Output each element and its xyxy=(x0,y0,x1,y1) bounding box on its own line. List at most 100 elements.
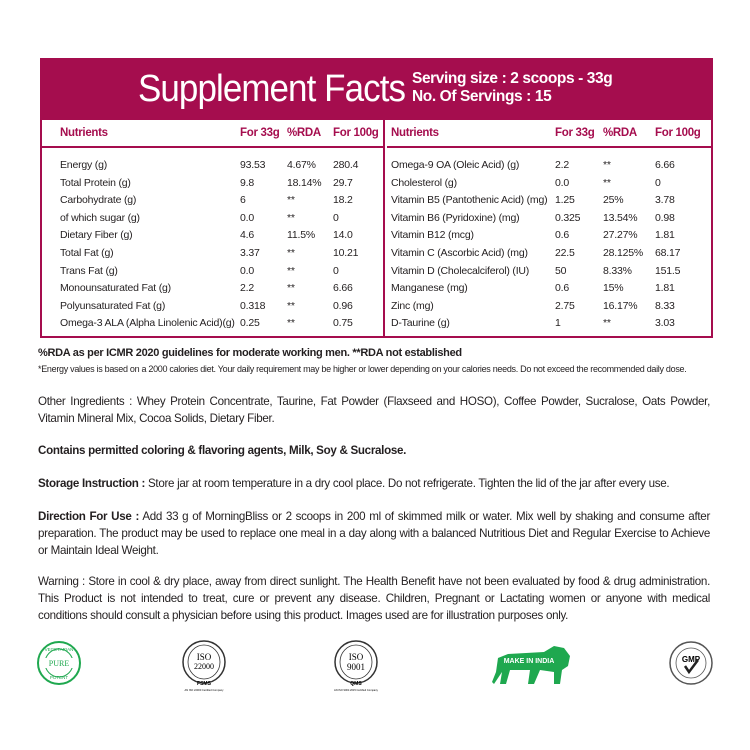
pure-vegetarian-logo: VEGETARIAN PURE POTENT xyxy=(37,641,81,685)
amount-100g: 0.96 xyxy=(333,299,353,312)
svg-text:PURE: PURE xyxy=(49,659,70,668)
facts-title: Supplement Facts xyxy=(138,68,406,110)
nutrient-name: Zinc (mg) xyxy=(391,299,434,312)
amount-100g: 0.98 xyxy=(655,211,675,224)
table-body: Omega-9 OA (Oleic Acid) (g) 2.2 ** 6.66 Chol… xyxy=(387,148,711,332)
column-header: %RDA xyxy=(287,127,321,139)
table-row: Energy (g) 93.53 4.67% 280.4 xyxy=(42,156,383,174)
amount-33g: 3.37 xyxy=(240,246,260,259)
rda-percent: 27.27% xyxy=(603,229,638,242)
table-row: Vitamin B5 (Pantothenic Acid) (mg) 1.25 25… xyxy=(387,191,711,209)
amount-33g: 0.0 xyxy=(555,176,569,189)
nutrient-name: Vitamin C (Ascorbic Acid) (mg) xyxy=(391,246,528,259)
rda-note: %RDA as per ICMR 2020 guidelines for mod… xyxy=(38,347,462,359)
table-row: D-Taurine (g) 1 ** 3.03 xyxy=(387,314,711,332)
serving-info: Serving size : 2 scoops - 33g No. Of Ser… xyxy=(412,70,613,106)
rda-percent: ** xyxy=(287,264,295,277)
table-row: Monounsaturated Fat (g) 2.2 ** 6.66 xyxy=(42,279,383,297)
amount-100g: 29.7 xyxy=(333,176,353,189)
table-row: Manganese (mg) 0.6 15% 1.81 xyxy=(387,279,711,297)
amount-33g: 0.6 xyxy=(555,229,569,242)
amount-33g: 2.2 xyxy=(555,159,569,171)
svg-text:ISO: ISO xyxy=(349,652,364,662)
storage-text: Store jar at room temperature in a dry c… xyxy=(145,477,670,490)
table-body: Energy (g) 93.53 4.67% 280.4 Total Protein (… xyxy=(42,148,383,332)
amount-33g: 0.6 xyxy=(555,282,569,295)
nutrient-name: Omega-9 OA (Oleic Acid) (g) xyxy=(391,159,520,171)
amount-100g: 0 xyxy=(655,176,661,189)
rda-percent: ** xyxy=(287,317,295,330)
amount-33g: 1.25 xyxy=(555,194,575,207)
svg-text:FSMS: FSMS xyxy=(197,681,212,687)
table-header: Nutrients For 33g %RDA For 100g xyxy=(42,120,383,148)
table-row: Polyunsaturated Fat (g) 0.318 ** 0.96 xyxy=(42,297,383,315)
column-header: For 100g xyxy=(655,127,701,139)
amount-100g: 1.81 xyxy=(655,229,675,242)
make-in-india-lion-logo: MAKE IN INDIA xyxy=(492,646,570,684)
nutrient-name: Carbohydrate (g) xyxy=(60,194,137,207)
svg-text:QMS: QMS xyxy=(350,681,362,687)
table-row: Omega-3 ALA (Alpha Linolenic Acid)(g) 0.2… xyxy=(42,314,383,332)
rda-percent: ** xyxy=(287,211,295,224)
table-row: Total Protein (g) 9.8 18.14% 29.7 xyxy=(42,174,383,192)
gmp-logo: GMP xyxy=(669,641,713,685)
rda-percent: ** xyxy=(603,159,611,171)
svg-text:AN ISO 22000 Certified Company: AN ISO 22000 Certified Company xyxy=(185,688,225,692)
rda-percent: ** xyxy=(287,299,295,312)
direction-label: Direction For Use : xyxy=(38,510,140,523)
rda-percent: 16.17% xyxy=(603,299,638,312)
svg-text:ISO: ISO xyxy=(197,652,212,662)
rda-percent: 15% xyxy=(603,282,624,295)
amount-33g: 0.0 xyxy=(240,211,254,224)
nutrient-name: D-Taurine (g) xyxy=(391,317,450,330)
servings-count: No. Of Servings : 15 xyxy=(412,88,552,105)
column-header: For 33g xyxy=(555,127,595,139)
amount-33g: 50 xyxy=(555,264,567,277)
supplement-facts-table: Supplement Facts Serving size : 2 scoops… xyxy=(40,58,713,338)
nutrient-name: Trans Fat (g) xyxy=(60,264,118,277)
table-row: Vitamin C (Ascorbic Acid) (mg) 22.5 28.125… xyxy=(387,244,711,262)
amount-33g: 9.8 xyxy=(240,176,254,189)
amount-100g: 0.75 xyxy=(333,317,353,330)
rda-percent: ** xyxy=(603,176,611,189)
rda-percent: ** xyxy=(287,194,295,207)
nutrient-name: Vitamin B5 (Pantothenic Acid) (mg) xyxy=(391,194,548,207)
svg-text:AN ISO 9001:2015 Certified Com: AN ISO 9001:2015 Certified Company xyxy=(334,688,379,692)
energy-note: *Energy values is based on a 2000 calori… xyxy=(38,364,687,374)
serving-size: Serving size : 2 scoops - 33g xyxy=(412,70,613,87)
rda-percent: 4.67% xyxy=(287,159,316,171)
amount-33g: 0.25 xyxy=(240,317,260,330)
table-row: Cholesterol (g) 0.0 ** 0 xyxy=(387,174,711,192)
amount-100g: 6.66 xyxy=(655,159,675,171)
nutrient-name: Monounsaturated Fat (g) xyxy=(60,282,171,295)
facts-header: Supplement Facts Serving size : 2 scoops… xyxy=(42,60,711,120)
svg-text:22000: 22000 xyxy=(194,662,214,671)
svg-text:VEGETARIAN: VEGETARIAN xyxy=(45,647,74,652)
amount-33g: 6 xyxy=(240,194,246,207)
amount-100g: 1.81 xyxy=(655,282,675,295)
amount-33g: 2.75 xyxy=(555,299,575,312)
rda-percent: 13.54% xyxy=(603,211,638,224)
table-row: of which sugar (g) 0.0 ** 0 xyxy=(42,209,383,227)
nutrient-name: Vitamin B6 (Pyridoxine) (mg) xyxy=(391,211,520,224)
table-row: Total Fat (g) 3.37 ** 10.21 xyxy=(42,244,383,262)
amount-100g: 0 xyxy=(333,264,339,277)
direction-text: Add 33 g of MorningBliss or 2 scoops in … xyxy=(38,510,711,557)
rda-percent: 11.5% xyxy=(287,229,315,242)
storage-instruction: Storage Instruction : Store jar at room … xyxy=(38,475,710,492)
svg-text:GMP: GMP xyxy=(682,655,701,664)
nutrient-name: Total Protein (g) xyxy=(60,176,131,189)
rda-percent: 25% xyxy=(603,194,624,207)
amount-100g: 6.66 xyxy=(333,282,353,295)
amount-100g: 280.4 xyxy=(333,159,359,171)
amount-33g: 2.2 xyxy=(240,282,254,295)
nutrient-name: Manganese (mg) xyxy=(391,282,468,295)
nutrient-name: Energy (g) xyxy=(60,159,108,171)
svg-text:MAKE IN INDIA: MAKE IN INDIA xyxy=(504,658,555,665)
rda-percent: 28.125% xyxy=(603,246,644,259)
rda-percent: ** xyxy=(287,246,295,259)
iso-9001-logo: ISO 9001 QMS AN ISO 9001:2015 Certified … xyxy=(334,640,379,692)
amount-100g: 14.0 xyxy=(333,229,353,242)
amount-33g: 0.325 xyxy=(555,211,581,224)
column-header: Nutrients xyxy=(391,127,439,139)
